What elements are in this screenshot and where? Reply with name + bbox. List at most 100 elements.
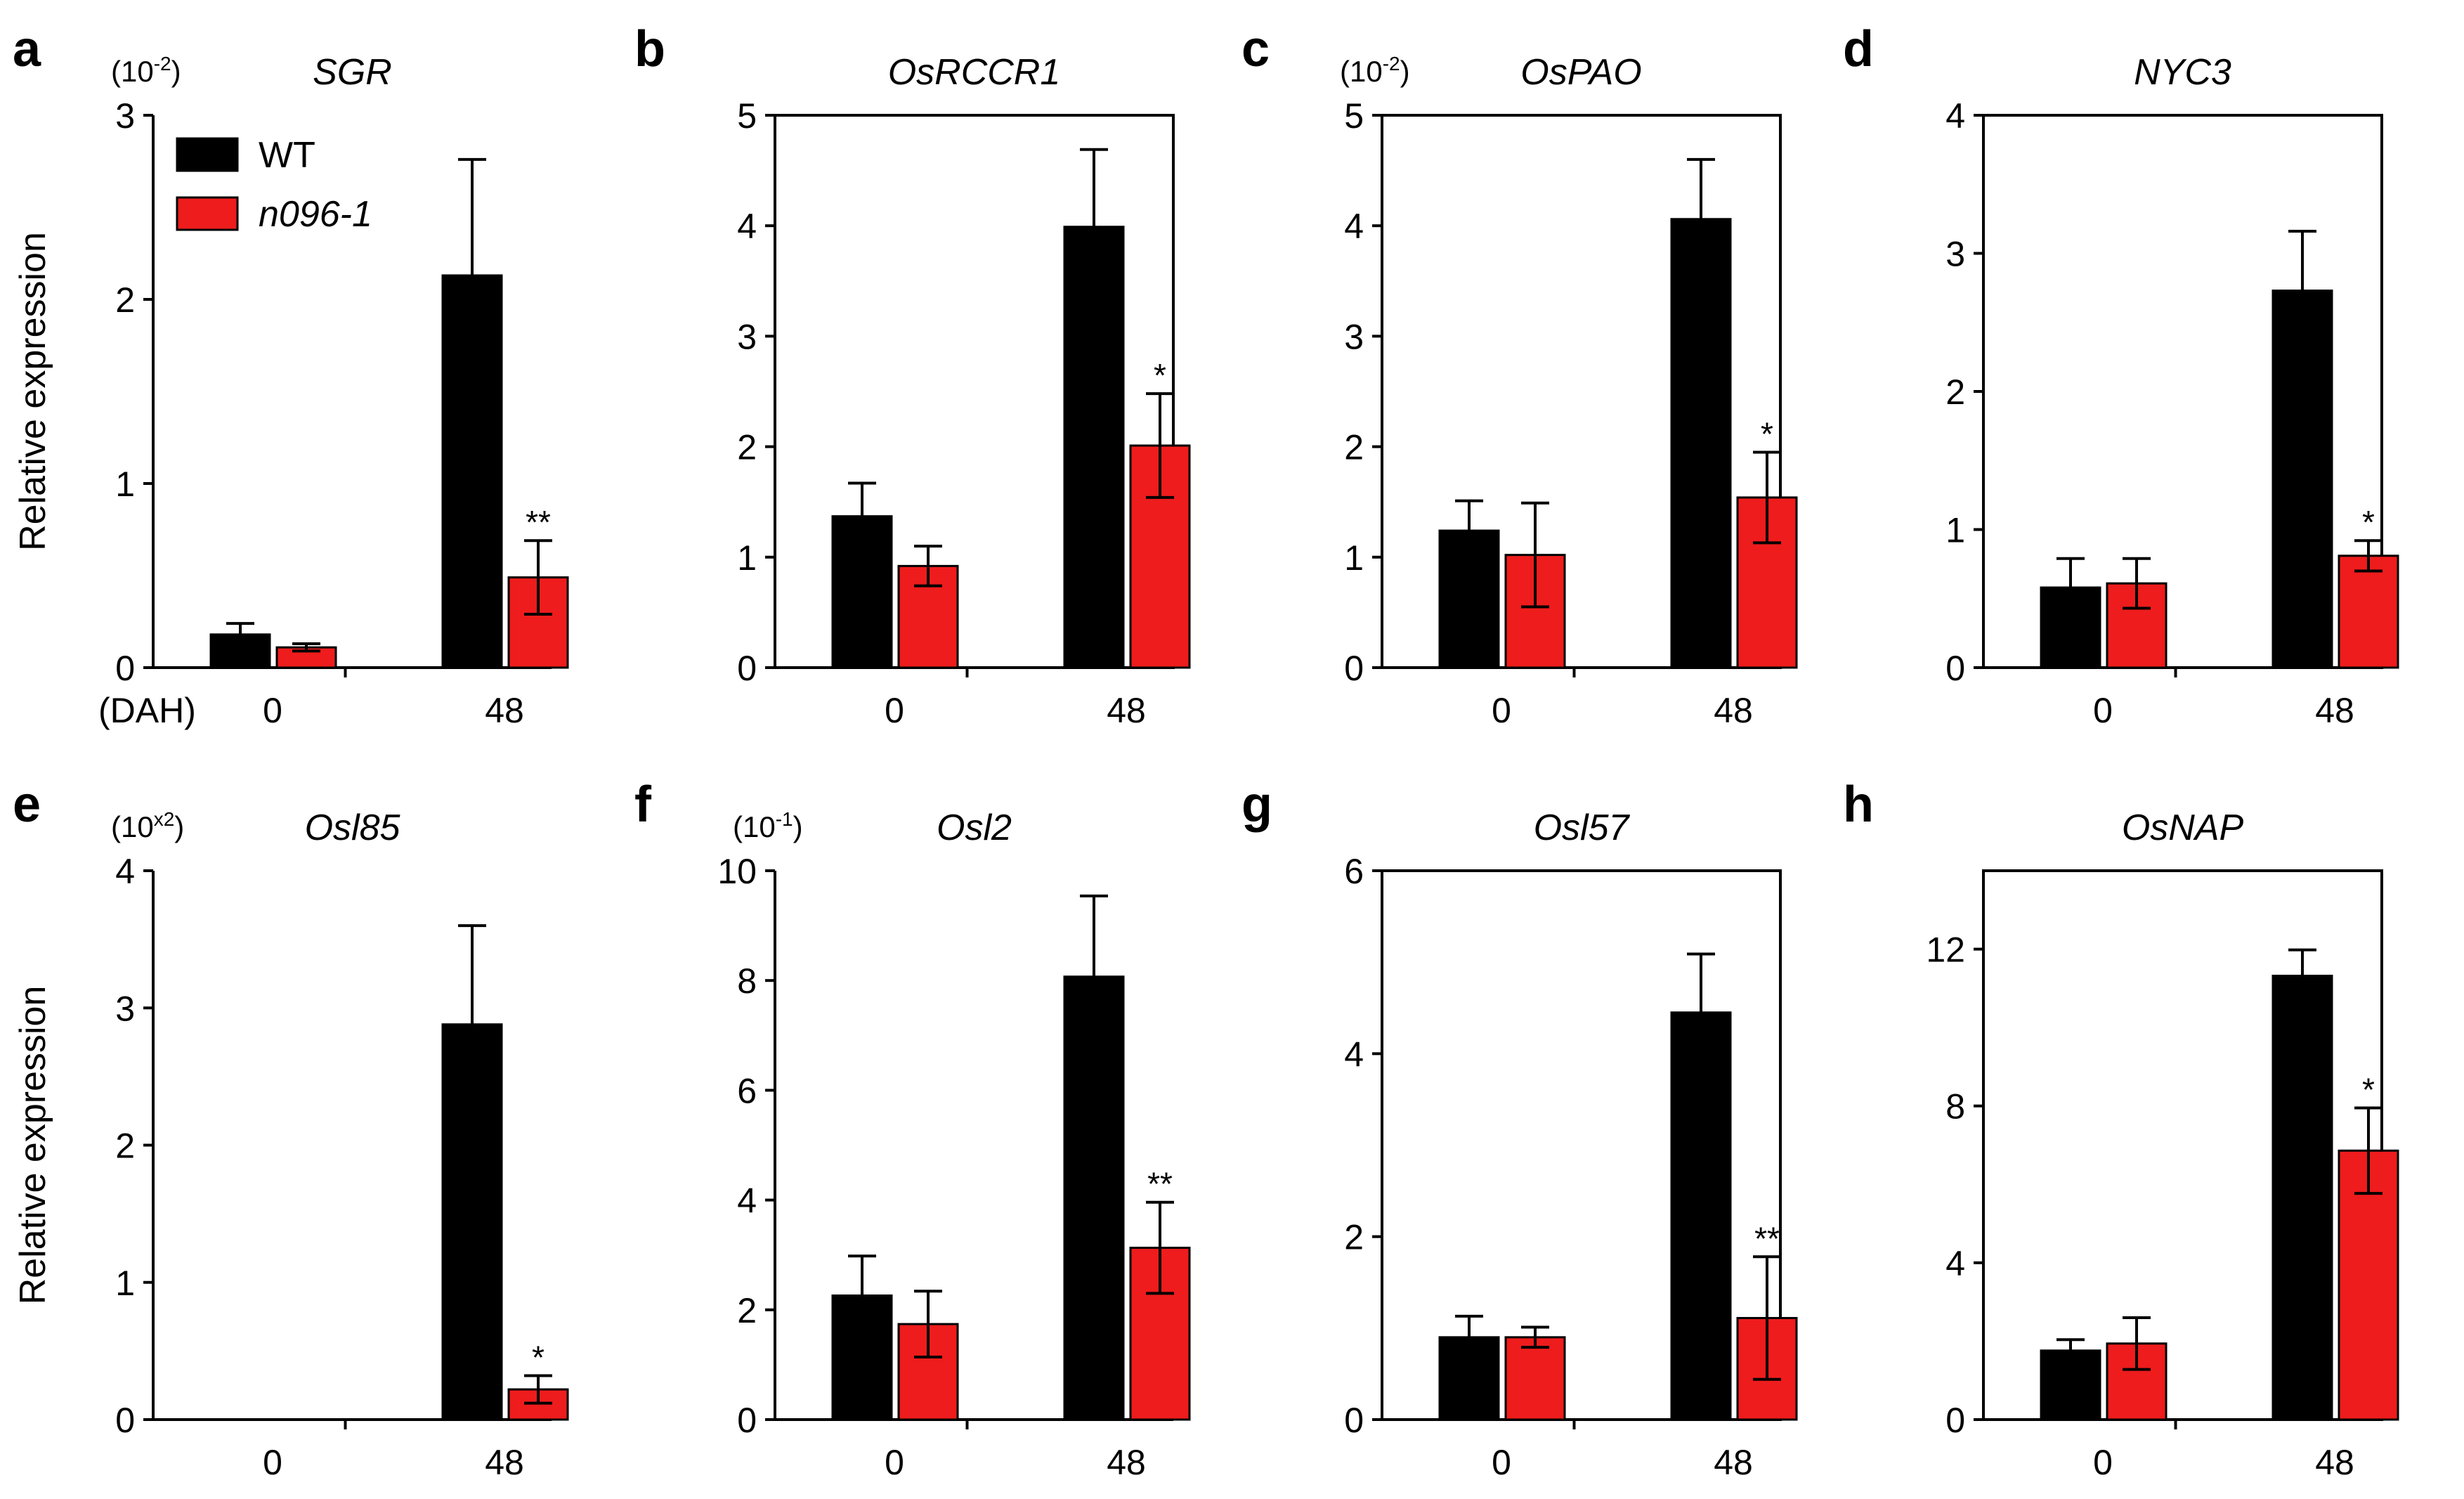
panel-letter: e xyxy=(13,777,41,833)
bar-wt-0 xyxy=(2040,586,2101,669)
gene-title: NYC3 xyxy=(2134,52,2231,93)
gene-title: OsNAP xyxy=(2122,807,2244,848)
legend-swatch-mutant xyxy=(176,196,239,231)
x-tick-label: 0 xyxy=(2093,1443,2113,1482)
panel-letter: g xyxy=(1241,777,1272,833)
significance-mark: * xyxy=(2362,1072,2375,1108)
x-tick-label: 48 xyxy=(1107,691,1146,730)
legend-swatch-wt xyxy=(176,137,239,172)
panel-letter: c xyxy=(1241,21,1270,77)
y-tick-label: 8 xyxy=(737,961,757,1001)
bar-mutant-48 xyxy=(2338,1149,2399,1421)
y-tick-label: 5 xyxy=(1344,96,1364,136)
significance-mark: * xyxy=(532,1339,545,1376)
y-tick-label: 10 xyxy=(717,852,757,891)
y-tick-label: 1 xyxy=(115,465,135,504)
gene-title: OsPAO xyxy=(1520,52,1641,93)
panel-letter: d xyxy=(1843,21,1874,77)
significance-mark: ** xyxy=(1754,1220,1780,1257)
legend-label-wt: WT xyxy=(259,135,315,176)
x-tick-label: 0 xyxy=(2093,691,2113,730)
scale-close: ) xyxy=(171,55,181,88)
scale-exponent: -1 xyxy=(776,808,793,830)
bar-wt-48 xyxy=(2271,975,2333,1421)
y-tick-label: 1 xyxy=(1945,511,1965,550)
scale-close: ) xyxy=(1400,55,1410,88)
y-tick-label: 6 xyxy=(737,1071,757,1110)
panel-letter: h xyxy=(1843,777,1874,833)
significance-mark: * xyxy=(1154,357,1166,394)
y-axis-label: Relative expression xyxy=(13,232,53,551)
x-tick-label: 48 xyxy=(1714,1443,1753,1482)
y-tick-label: 4 xyxy=(737,207,757,246)
x-tick-label: 48 xyxy=(1107,1443,1146,1482)
scale-exponent: -2 xyxy=(1383,53,1400,74)
y-tick-label: 2 xyxy=(1344,428,1364,467)
y-tick-label: 8 xyxy=(1945,1087,1965,1127)
y-tick-label: 4 xyxy=(737,1181,757,1221)
scale-base: (10 xyxy=(111,810,154,843)
x-unit-label: (DAH) xyxy=(98,691,196,730)
bar-wt-48 xyxy=(1063,975,1125,1421)
y-tick-label: 1 xyxy=(737,538,757,578)
y-tick-label: 0 xyxy=(737,1401,757,1440)
x-tick-label: 0 xyxy=(1492,1443,1511,1482)
y-tick-label: 3 xyxy=(737,317,757,356)
y-tick-label: 4 xyxy=(1344,1034,1364,1074)
y-tick-label: 0 xyxy=(1344,1401,1364,1440)
y-axis-label: Relative expression xyxy=(13,986,53,1305)
y-tick-label: 3 xyxy=(1945,235,1965,274)
bar-wt-0 xyxy=(2040,1349,2101,1421)
legend-label-mutant: n096-1 xyxy=(259,194,372,235)
x-tick-label: 0 xyxy=(885,1443,904,1482)
significance-mark: * xyxy=(1761,415,1773,452)
y-tick-label: 2 xyxy=(737,1291,757,1330)
bar-wt-0 xyxy=(831,515,893,669)
x-tick-label: 0 xyxy=(885,691,904,730)
y-tick-label: 0 xyxy=(1344,649,1364,688)
x-tick-label: 0 xyxy=(263,691,282,730)
gene-title: Osl57 xyxy=(1534,807,1631,848)
y-tick-label: 2 xyxy=(1344,1218,1364,1257)
y-tick-label: 0 xyxy=(115,1401,135,1440)
panel-f: f Osl2 (10-1) 0 2 4 6 8 10 0 48 ** xyxy=(634,777,1191,1482)
x-tick-label: 0 xyxy=(263,1443,282,1482)
x-tick-label: 48 xyxy=(2315,691,2354,730)
bar-wt-0 xyxy=(209,633,271,669)
y-tick-label: 3 xyxy=(115,96,135,136)
significance-mark: * xyxy=(2362,504,2375,540)
panel-d: d NYC3 0 1 2 3 4 0 48 * xyxy=(1843,21,2399,730)
plot-frame xyxy=(1982,869,2383,1421)
gene-title: SGR xyxy=(313,52,392,93)
scale-exponent: -2 xyxy=(154,53,171,74)
significance-mark: ** xyxy=(1147,1166,1173,1202)
gene-title: Osl2 xyxy=(937,807,1012,848)
panel-e: e Osl85 (10x2) 0 1 2 3 4 0 48 * Relative expression xyxy=(13,777,569,1482)
scale-note: (10-1) xyxy=(733,808,803,843)
panel-letter: a xyxy=(13,21,41,77)
panel-a: a SGR (10-2) 0 1 2 3 0 48 ** Relative expression (D… xyxy=(13,21,569,730)
scale-note: (10-2) xyxy=(1340,53,1410,88)
plot-frame xyxy=(1381,869,1782,1421)
y-tick-label: 2 xyxy=(115,1127,135,1166)
gene-title: OsRCCR1 xyxy=(888,52,1061,93)
bar-wt-48 xyxy=(441,274,503,669)
scale-exponent: x2 xyxy=(154,808,175,830)
y-tick-label: 0 xyxy=(1945,1401,1965,1440)
scale-note: (10x2) xyxy=(111,808,184,843)
y-tick-label: 2 xyxy=(1945,372,1965,412)
y-tick-label: 3 xyxy=(115,989,135,1028)
scale-note: (10-2) xyxy=(111,53,181,88)
panel-letter: b xyxy=(634,21,665,77)
x-tick-label: 48 xyxy=(2315,1443,2354,1482)
bar-wt-48 xyxy=(2271,290,2333,669)
plot-frame xyxy=(1381,114,1782,669)
y-tick-label: 4 xyxy=(115,852,135,891)
x-tick-label: 48 xyxy=(485,1443,524,1482)
scale-close: ) xyxy=(793,810,803,843)
bar-wt-0 xyxy=(831,1294,893,1421)
y-tick-label: 0 xyxy=(115,649,135,688)
y-tick-label: 0 xyxy=(737,649,757,688)
